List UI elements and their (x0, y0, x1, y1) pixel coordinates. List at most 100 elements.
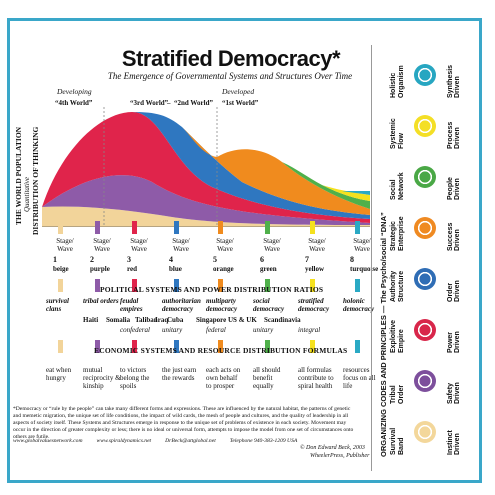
economic-swatch (265, 340, 270, 353)
code-name-a: Tribal (390, 385, 397, 404)
developing-label: Developing (57, 87, 92, 96)
code-driver: Safety Driven (447, 382, 461, 404)
political-subtype: federal (206, 326, 226, 334)
codes-panel: ORGANIZING CODES AND PRINCIPLES — The Ps… (371, 45, 480, 471)
link-email[interactable]: DrBeck@attglobal.net (165, 438, 216, 444)
stage-label: Stage/ Wave (308, 237, 326, 253)
stage-label: Stage/ Wave (93, 237, 111, 253)
stage-number: 1 (53, 255, 57, 264)
political-subtype: unitary (162, 326, 183, 334)
country-example: Taliban (135, 316, 158, 324)
political-swatch (174, 279, 179, 292)
code-name-b: Enterprise (398, 216, 405, 251)
world-3-label: “3rd World” (130, 99, 169, 107)
copyright: © Don Edward Beck, 2003 (300, 445, 365, 451)
political-swatch (58, 279, 63, 292)
economic-formula: resources focus on all life (343, 366, 376, 390)
economic-formula: each acts on own behalf to prosper (206, 366, 241, 390)
code-name-a: Systemic (390, 118, 397, 149)
footnote: *Democracy or “rule by the people” can t… (13, 406, 354, 440)
economic-section-title: ECONOMIC SYSTEMS AND RESOURCE DISTRIBUTI… (94, 346, 348, 355)
code-name-a: Strategic (390, 221, 397, 251)
code-emblem-icon (414, 268, 436, 290)
stage-label: Stage/ Wave (216, 237, 234, 253)
codes-panel-title: ORGANIZING CODES AND PRINCIPLES — The Ps… (379, 212, 388, 457)
stage-label: Stage/ Wave (130, 237, 148, 253)
economic-swatch (310, 340, 315, 353)
political-system: holonic democracy (343, 297, 375, 313)
code-emblem-icon (414, 115, 436, 137)
code-driver: Order Driven (447, 280, 461, 302)
stage-label: Stage/ Wave (56, 237, 74, 253)
economic-swatch (218, 340, 223, 353)
stage-label: Stage/ Wave (172, 237, 190, 253)
economic-formula: mutual reciprocity & kinship (83, 366, 121, 390)
political-subtype: integral (298, 326, 321, 334)
stage-number: 8 (350, 255, 354, 264)
code-name-b: Empire (398, 329, 405, 353)
economic-swatch (355, 340, 360, 353)
code-name-b: Network (398, 172, 405, 200)
orange-wave (182, 127, 370, 215)
code-emblem-icon (414, 319, 436, 341)
purple-wave (42, 175, 370, 225)
economic-swatch (174, 340, 179, 353)
link-spiraldynamics[interactable]: www.spiraldynamics.net (96, 438, 152, 444)
code-emblem-icon (414, 64, 436, 86)
political-swatch (265, 279, 270, 292)
stage-number: 4 (169, 255, 173, 264)
code-name-b: Structure (398, 270, 405, 302)
stage-color-swatch (58, 221, 63, 234)
code-name-b: Organism (398, 65, 405, 98)
stage-color-swatch (310, 221, 315, 234)
stage-color-swatch (218, 221, 223, 234)
stage-color-swatch (132, 221, 137, 234)
political-swatch (310, 279, 315, 292)
political-system: feudal empires (120, 297, 143, 313)
code-name-a: Exploitive (390, 319, 397, 353)
stage-color-name: blue (169, 265, 182, 273)
link-globalvalues[interactable]: www.globalvaluesnetwork.com (13, 438, 83, 444)
beige-wave (42, 206, 370, 227)
political-swatch (355, 279, 360, 292)
economic-formula: eat when hungry (46, 366, 72, 382)
country-example: Iraq (155, 316, 169, 324)
code-name-b: Band (398, 437, 405, 456)
code-name-a: Holistic (390, 72, 397, 98)
political-swatch (132, 279, 137, 292)
axis-label-population: THE WORLD POPULATION (14, 126, 23, 225)
stage-color-name: turquoise (350, 265, 379, 273)
code-emblem-icon (414, 217, 436, 239)
political-subtype: unitary (253, 326, 274, 334)
country-example: Haiti (83, 316, 99, 324)
population-wave-chart (42, 107, 370, 227)
turquoise-wave (342, 191, 370, 195)
stage-number: 5 (213, 255, 217, 264)
code-emblem-icon (414, 421, 436, 443)
stage-color-swatch (174, 221, 179, 234)
political-system: multiparty democracy (206, 297, 238, 313)
code-name-a: Survival (390, 427, 397, 455)
developed-label: Developed (222, 87, 255, 96)
country-example: Scandinavia (264, 316, 301, 324)
contact-links: www.globalvaluesnetwork.com www.spiraldy… (13, 438, 343, 445)
stage-number: 6 (260, 255, 264, 264)
political-system: stratified democracy (298, 297, 330, 313)
code-driver: Process Driven (447, 121, 461, 149)
code-emblem-icon (414, 370, 436, 392)
world-2-label: “2nd World” (174, 99, 213, 107)
country-example: US & UK (228, 316, 257, 324)
publisher: WheelerPress, Publisher (310, 453, 370, 459)
political-swatch (95, 279, 100, 292)
code-name-b: Flow (398, 133, 405, 149)
stage-color-name: yellow (305, 265, 325, 273)
code-driver: Power Driven (447, 331, 461, 353)
world-4-label: “4th World” (55, 99, 93, 107)
code-driver: Success Driven (447, 222, 461, 251)
page-title: Stratified Democracy* (121, 46, 341, 71)
world-1-label: “1st World” (222, 99, 259, 107)
political-swatch (218, 279, 223, 292)
political-system: tribal orders (83, 297, 119, 305)
economic-formula: all formulas contribute to spiral health (298, 366, 334, 390)
world-separator: – (167, 99, 171, 107)
